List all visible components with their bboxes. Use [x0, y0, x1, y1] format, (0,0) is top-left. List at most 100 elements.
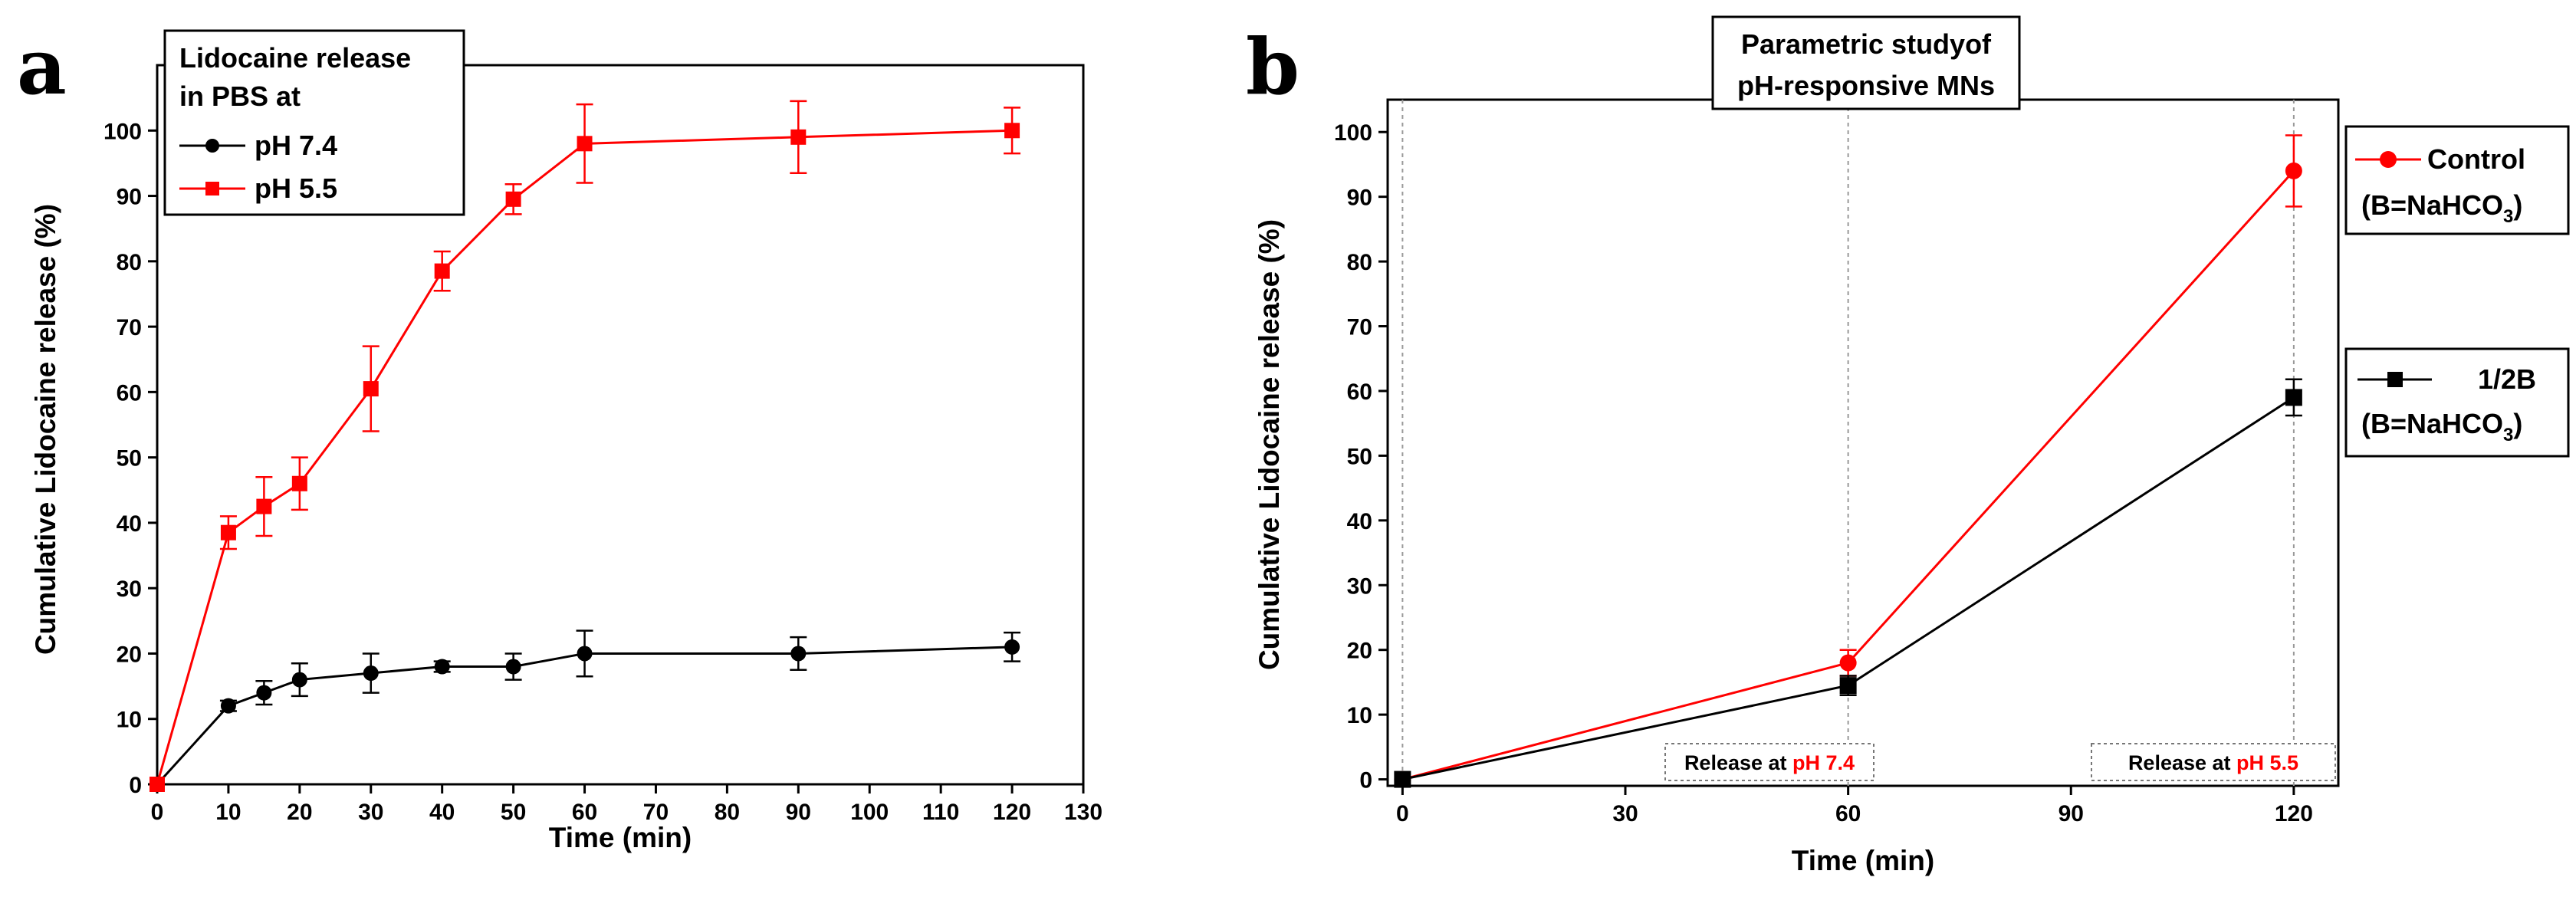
- chart-b-series-1-point-2: [2285, 389, 2302, 406]
- chart-a-x-tick-label-10: 100: [850, 800, 889, 825]
- chart-b-x-tick-label-4: 120: [2275, 801, 2313, 826]
- chart-b-legend-halfb-marker: [2387, 372, 2403, 387]
- chart-b-y-tick-label-5: 50: [1347, 444, 1372, 469]
- chart-b-title-line-1: Parametric studyof: [1741, 28, 1992, 60]
- panel-label-b: b: [1246, 21, 1300, 112]
- chart-a-y-tick-label-10: 100: [104, 119, 142, 144]
- chart-a-x-tick-label-12: 120: [993, 800, 1031, 825]
- chart-b-legend-halfb-box: [2344, 347, 2570, 458]
- chart-b-y-axis-title: Cumulative Lidocaine release (%): [1254, 219, 1285, 670]
- chart-a-series-1-point-3: [291, 475, 307, 491]
- chart-b-x-tick-label-0: 0: [1396, 801, 1409, 826]
- chart-a-legend-title-line-1: Lidocaine release: [179, 42, 411, 74]
- chart-b-legend-control-box: [2344, 125, 2570, 235]
- chart-a-series-1: [150, 100, 1021, 792]
- chart-a-series-0: [150, 629, 1021, 792]
- chart-b-y-tick-label-3: 30: [1347, 573, 1372, 599]
- chart-a-y-tick-label-2: 20: [117, 642, 142, 667]
- chart-b-annotation-ph74-box: [1664, 743, 1875, 781]
- chart-b-y-tick-label-10: 100: [1334, 120, 1372, 146]
- chart-a-x-tick-label-1: 10: [215, 800, 241, 825]
- chart-a-series-0-point-1: [220, 698, 236, 714]
- chart-a-x-tick-label-2: 20: [287, 800, 312, 825]
- chart-b-y-tick-label-7: 70: [1347, 315, 1372, 340]
- chart-b-y-tick-label-0: 0: [1359, 768, 1372, 794]
- chart-a-series-0-point-3: [291, 672, 307, 688]
- chart-a-x-tick-label-6: 60: [572, 800, 597, 825]
- chart-b-legend-control-sub-close: ): [2513, 189, 2522, 221]
- chart-b-series-0-point-2: [2285, 162, 2302, 179]
- chart-b-legend-control-marker: [2380, 151, 2397, 168]
- chart-b-annotation-ph55: Release at pH 5.5: [2091, 743, 2336, 781]
- chart-b-annotation-ph74-text: Release at pH 7.4: [1684, 751, 1855, 774]
- chart-b-x-tick-label-2: 60: [1835, 801, 1861, 826]
- chart-a-y-tick-label-8: 80: [117, 250, 142, 275]
- chart-b-title-frame: [1711, 15, 2021, 110]
- chart-b-legend-control-label: Control: [2427, 143, 2525, 175]
- chart-a-x-tick-label-5: 50: [501, 800, 526, 825]
- chart-b-y-tick-label-9: 90: [1347, 186, 1372, 211]
- chart-b-y-tick-label-1: 10: [1347, 703, 1372, 728]
- chart-a-legend: Lidocaine release in PBS at pH 7.4 pH 5.…: [163, 29, 465, 216]
- chart-b-legend-halfb: 1/2B (B=NaHCO3): [2344, 347, 2570, 458]
- chart-a-plot-frame: [156, 64, 1085, 786]
- chart-a-x-tick-label-11: 110: [922, 800, 959, 825]
- chart-b-annotation-ph55-prefix: Release at: [2128, 751, 2236, 774]
- chart-b-legend-halfb-sub-a: (B=NaHCO: [2361, 408, 2503, 439]
- chart-b-series-1-point-1: [1839, 677, 1857, 695]
- chart-a-x-tick-label-3: 30: [358, 800, 383, 825]
- chart-a-series-0-point-6: [505, 659, 521, 675]
- chart-a-legend-marker-ph55: [205, 182, 219, 196]
- chart-b-y-tick-label-8: 80: [1347, 250, 1372, 275]
- chart-a-y-axis-title: Cumulative Lidocaine release (%): [30, 204, 61, 655]
- chart-b-x-tick-label-1: 30: [1612, 801, 1638, 826]
- chart-a-y-tick-label-5: 50: [117, 446, 142, 472]
- chart-b-annotation-ph74-prefix: Release at: [1684, 751, 1792, 774]
- chart-a-series-1-point-5: [434, 263, 450, 279]
- chart-a-series-0-line: [156, 646, 1013, 786]
- chart-b-plot-frame: [1386, 98, 2340, 787]
- chart-a-series-1-point-7: [577, 136, 593, 152]
- chart-a-series-1-point-0: [150, 777, 165, 792]
- chart-b-x-tick-label-3: 90: [2058, 801, 2084, 826]
- chart-a-x-axis-title: Time (min): [549, 822, 692, 853]
- chart-b-legend-control-sub-a: (B=NaHCO: [2361, 189, 2503, 221]
- chart-a-series-1-point-6: [505, 191, 521, 207]
- chart-a-series-1-point-8: [790, 129, 807, 145]
- chart-a-y-tick-label-1: 10: [117, 708, 142, 733]
- chart-a-series-0-point-9: [1004, 639, 1020, 655]
- chart-a-series-1-point-1: [220, 524, 236, 540]
- panel-label-a: a: [17, 21, 67, 112]
- chart-b-legend-control-sub-subscript: 3: [2503, 206, 2513, 227]
- chart-a-series-0-point-4: [363, 665, 379, 682]
- chart-b-legend-halfb-sub-subscript: 3: [2503, 425, 2513, 445]
- chart-b-legend-control-sub: (B=NaHCO3): [2361, 189, 2522, 227]
- chart-a-legend-title-line-2: in PBS at: [179, 80, 301, 112]
- chart-b-annotation-ph74-highlight: pH 7.4: [1792, 751, 1855, 774]
- chart-b-annotation-ph55-text: Release at pH 5.5: [2128, 751, 2298, 774]
- chart-b-title-line-2: pH-responsive MNs: [1737, 70, 1995, 101]
- chart-b-series-1-point-0: [1394, 770, 1411, 788]
- chart-a-series-0-point-2: [256, 685, 272, 701]
- chart-a-x-tick-label-9: 90: [786, 800, 811, 825]
- chart-a-legend-marker-ph74: [205, 139, 219, 153]
- chart-a-y-tick-label-6: 60: [117, 380, 142, 406]
- chart-a-y-tick-label-4: 40: [117, 511, 142, 537]
- chart-a-y-tick-label-7: 70: [117, 315, 142, 340]
- chart-b-series-0-point-1: [1839, 654, 1857, 672]
- chart-a-series-0-point-8: [790, 646, 807, 662]
- chart-a-series-1-point-2: [256, 498, 272, 514]
- chart-b-legend-halfb-sub-close: ): [2513, 408, 2522, 439]
- chart-a: 0 10 20 30 40 50 60 70 80 90 100 110 120 130 0 10 20 30 40…: [30, 29, 1102, 853]
- chart-a-y-tick-label-3: 30: [117, 577, 142, 602]
- chart-a-x-tick-label-0: 0: [151, 800, 164, 825]
- chart-b-annotation-ph55-highlight: pH 5.5: [2236, 751, 2298, 774]
- chart-a-x-tick-label-8: 80: [715, 800, 740, 825]
- chart-a-y-tick-label-9: 90: [117, 185, 142, 210]
- chart-a-series-1-point-4: [363, 381, 379, 397]
- chart-b-legend-control: Control (B=NaHCO3): [2344, 125, 2570, 235]
- chart-b-series-1: [1394, 378, 2302, 788]
- chart-a-x-tick-label-4: 40: [429, 800, 455, 825]
- chart-a-y-tick-label-0: 0: [129, 773, 142, 798]
- chart-b: 0 30 60 90 120 0 10 20 30 40 50 60 70 80 90 100 Paramet…: [1254, 15, 2570, 876]
